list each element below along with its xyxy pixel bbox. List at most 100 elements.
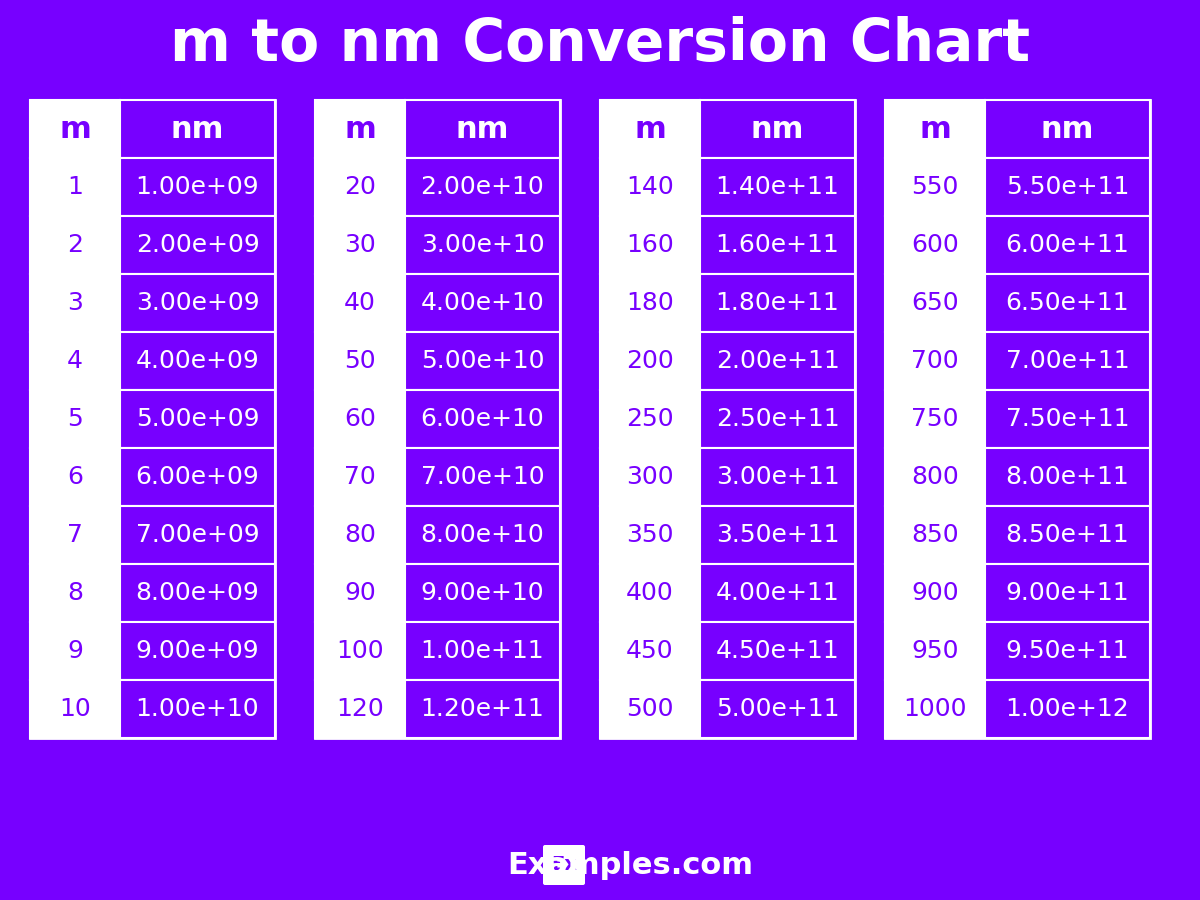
Bar <box>30 448 120 506</box>
Text: 1000: 1000 <box>904 697 967 721</box>
Text: 7.00e+09: 7.00e+09 <box>136 523 259 547</box>
Text: 800: 800 <box>911 465 959 489</box>
Bar <box>314 622 406 680</box>
Bar <box>886 216 985 274</box>
Bar <box>120 390 275 448</box>
Text: 8.00e+10: 8.00e+10 <box>421 523 545 547</box>
Text: 180: 180 <box>626 291 674 315</box>
FancyBboxPatch shape <box>886 100 1150 738</box>
Bar <box>406 622 560 680</box>
Bar <box>700 564 854 622</box>
Bar <box>406 158 560 216</box>
Bar <box>600 448 700 506</box>
Text: 6: 6 <box>67 465 83 489</box>
Bar <box>886 100 985 158</box>
Text: 1.00e+09: 1.00e+09 <box>136 175 259 199</box>
Text: 950: 950 <box>911 639 959 663</box>
Text: 6.00e+09: 6.00e+09 <box>136 465 259 489</box>
Text: 1.00e+11: 1.00e+11 <box>421 639 545 663</box>
Text: 60: 60 <box>344 407 376 431</box>
Text: 2.00e+09: 2.00e+09 <box>136 233 259 257</box>
Bar <box>120 448 275 506</box>
Bar <box>30 506 120 564</box>
Bar <box>314 100 406 158</box>
Text: 10: 10 <box>59 697 91 721</box>
Text: 3.00e+11: 3.00e+11 <box>715 465 839 489</box>
Bar <box>120 332 275 390</box>
Text: 7.50e+11: 7.50e+11 <box>1006 407 1129 431</box>
Bar <box>700 506 854 564</box>
Bar <box>120 158 275 216</box>
Bar <box>886 332 985 390</box>
Bar <box>406 506 560 564</box>
Text: 140: 140 <box>626 175 674 199</box>
Bar <box>600 506 700 564</box>
Text: 1.40e+11: 1.40e+11 <box>715 175 839 199</box>
Bar <box>30 332 120 390</box>
Text: nm: nm <box>1040 114 1094 143</box>
Text: 1.60e+11: 1.60e+11 <box>715 233 839 257</box>
Bar <box>600 100 700 158</box>
Bar <box>406 564 560 622</box>
Text: 4.00e+09: 4.00e+09 <box>136 349 259 373</box>
Text: 9: 9 <box>67 639 83 663</box>
Bar <box>985 274 1150 332</box>
Text: 7.00e+11: 7.00e+11 <box>1006 349 1129 373</box>
Bar <box>985 448 1150 506</box>
Bar <box>406 680 560 738</box>
Bar <box>700 216 854 274</box>
Text: 7.00e+10: 7.00e+10 <box>421 465 545 489</box>
Bar <box>30 158 120 216</box>
Bar <box>700 274 854 332</box>
Bar <box>314 448 406 506</box>
Bar <box>30 274 120 332</box>
Text: Examples.com: Examples.com <box>508 850 754 879</box>
Text: 6.00e+11: 6.00e+11 <box>1006 233 1129 257</box>
Text: 80: 80 <box>344 523 376 547</box>
Text: 100: 100 <box>336 639 384 663</box>
Text: 20: 20 <box>344 175 376 199</box>
Bar <box>985 100 1150 158</box>
Text: 400: 400 <box>626 581 674 605</box>
Text: 4.00e+11: 4.00e+11 <box>715 581 839 605</box>
FancyBboxPatch shape <box>30 100 275 738</box>
Bar <box>120 216 275 274</box>
Bar <box>314 332 406 390</box>
Text: 8.00e+11: 8.00e+11 <box>1006 465 1129 489</box>
Bar <box>406 274 560 332</box>
Text: 6.00e+10: 6.00e+10 <box>421 407 545 431</box>
Text: 8: 8 <box>67 581 83 605</box>
Text: 5.00e+11: 5.00e+11 <box>715 697 839 721</box>
Text: 700: 700 <box>911 349 959 373</box>
Text: 5: 5 <box>67 407 83 431</box>
Text: 1.20e+11: 1.20e+11 <box>421 697 545 721</box>
Text: 3.00e+09: 3.00e+09 <box>136 291 259 315</box>
Bar <box>120 506 275 564</box>
Text: 4.00e+10: 4.00e+10 <box>421 291 545 315</box>
Text: 9.50e+11: 9.50e+11 <box>1006 639 1129 663</box>
Bar <box>406 390 560 448</box>
Text: m: m <box>919 114 950 143</box>
Text: 500: 500 <box>626 697 673 721</box>
Bar <box>886 158 985 216</box>
Bar <box>30 564 120 622</box>
Text: 750: 750 <box>911 407 959 431</box>
Bar <box>700 100 854 158</box>
Bar <box>30 622 120 680</box>
Text: m: m <box>634 114 666 143</box>
Bar <box>30 390 120 448</box>
Bar <box>985 390 1150 448</box>
Bar <box>30 100 120 158</box>
Text: 350: 350 <box>626 523 673 547</box>
Text: m: m <box>344 114 376 143</box>
Bar <box>406 100 560 158</box>
Text: 5.50e+11: 5.50e+11 <box>1006 175 1129 199</box>
Text: 8.50e+11: 8.50e+11 <box>1006 523 1129 547</box>
Text: 120: 120 <box>336 697 384 721</box>
Text: 7: 7 <box>67 523 83 547</box>
Text: 40: 40 <box>344 291 376 315</box>
Bar <box>600 622 700 680</box>
Text: 4.50e+11: 4.50e+11 <box>715 639 839 663</box>
Bar <box>406 216 560 274</box>
Bar <box>600 216 700 274</box>
